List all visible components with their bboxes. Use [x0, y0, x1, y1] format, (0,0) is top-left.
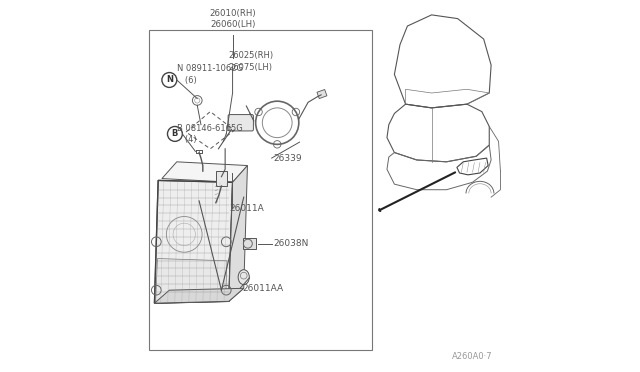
- Polygon shape: [162, 162, 248, 182]
- Ellipse shape: [238, 270, 250, 285]
- Polygon shape: [229, 166, 248, 301]
- Text: B 08146-6165G
   (4): B 08146-6165G (4): [177, 124, 243, 144]
- FancyBboxPatch shape: [228, 115, 253, 131]
- Text: 26011A: 26011A: [229, 204, 264, 213]
- Text: N: N: [166, 76, 173, 84]
- Polygon shape: [156, 259, 227, 303]
- Bar: [216, 171, 227, 186]
- Text: N 08911-1062G
   (6): N 08911-1062G (6): [177, 64, 243, 85]
- Text: 26025(RH)
26075(LH): 26025(RH) 26075(LH): [229, 51, 274, 72]
- Bar: [317, 90, 327, 99]
- Polygon shape: [154, 180, 232, 303]
- Text: A260A0·7: A260A0·7: [452, 352, 493, 361]
- Polygon shape: [154, 288, 244, 303]
- Text: 26010(RH)
26060(LH): 26010(RH) 26060(LH): [209, 9, 256, 29]
- Bar: [149, 30, 372, 350]
- Text: 26011AA: 26011AA: [242, 284, 283, 293]
- Bar: [243, 238, 256, 249]
- Text: 26038N: 26038N: [273, 239, 309, 248]
- Text: B: B: [172, 129, 178, 138]
- Text: 26339: 26339: [273, 154, 302, 163]
